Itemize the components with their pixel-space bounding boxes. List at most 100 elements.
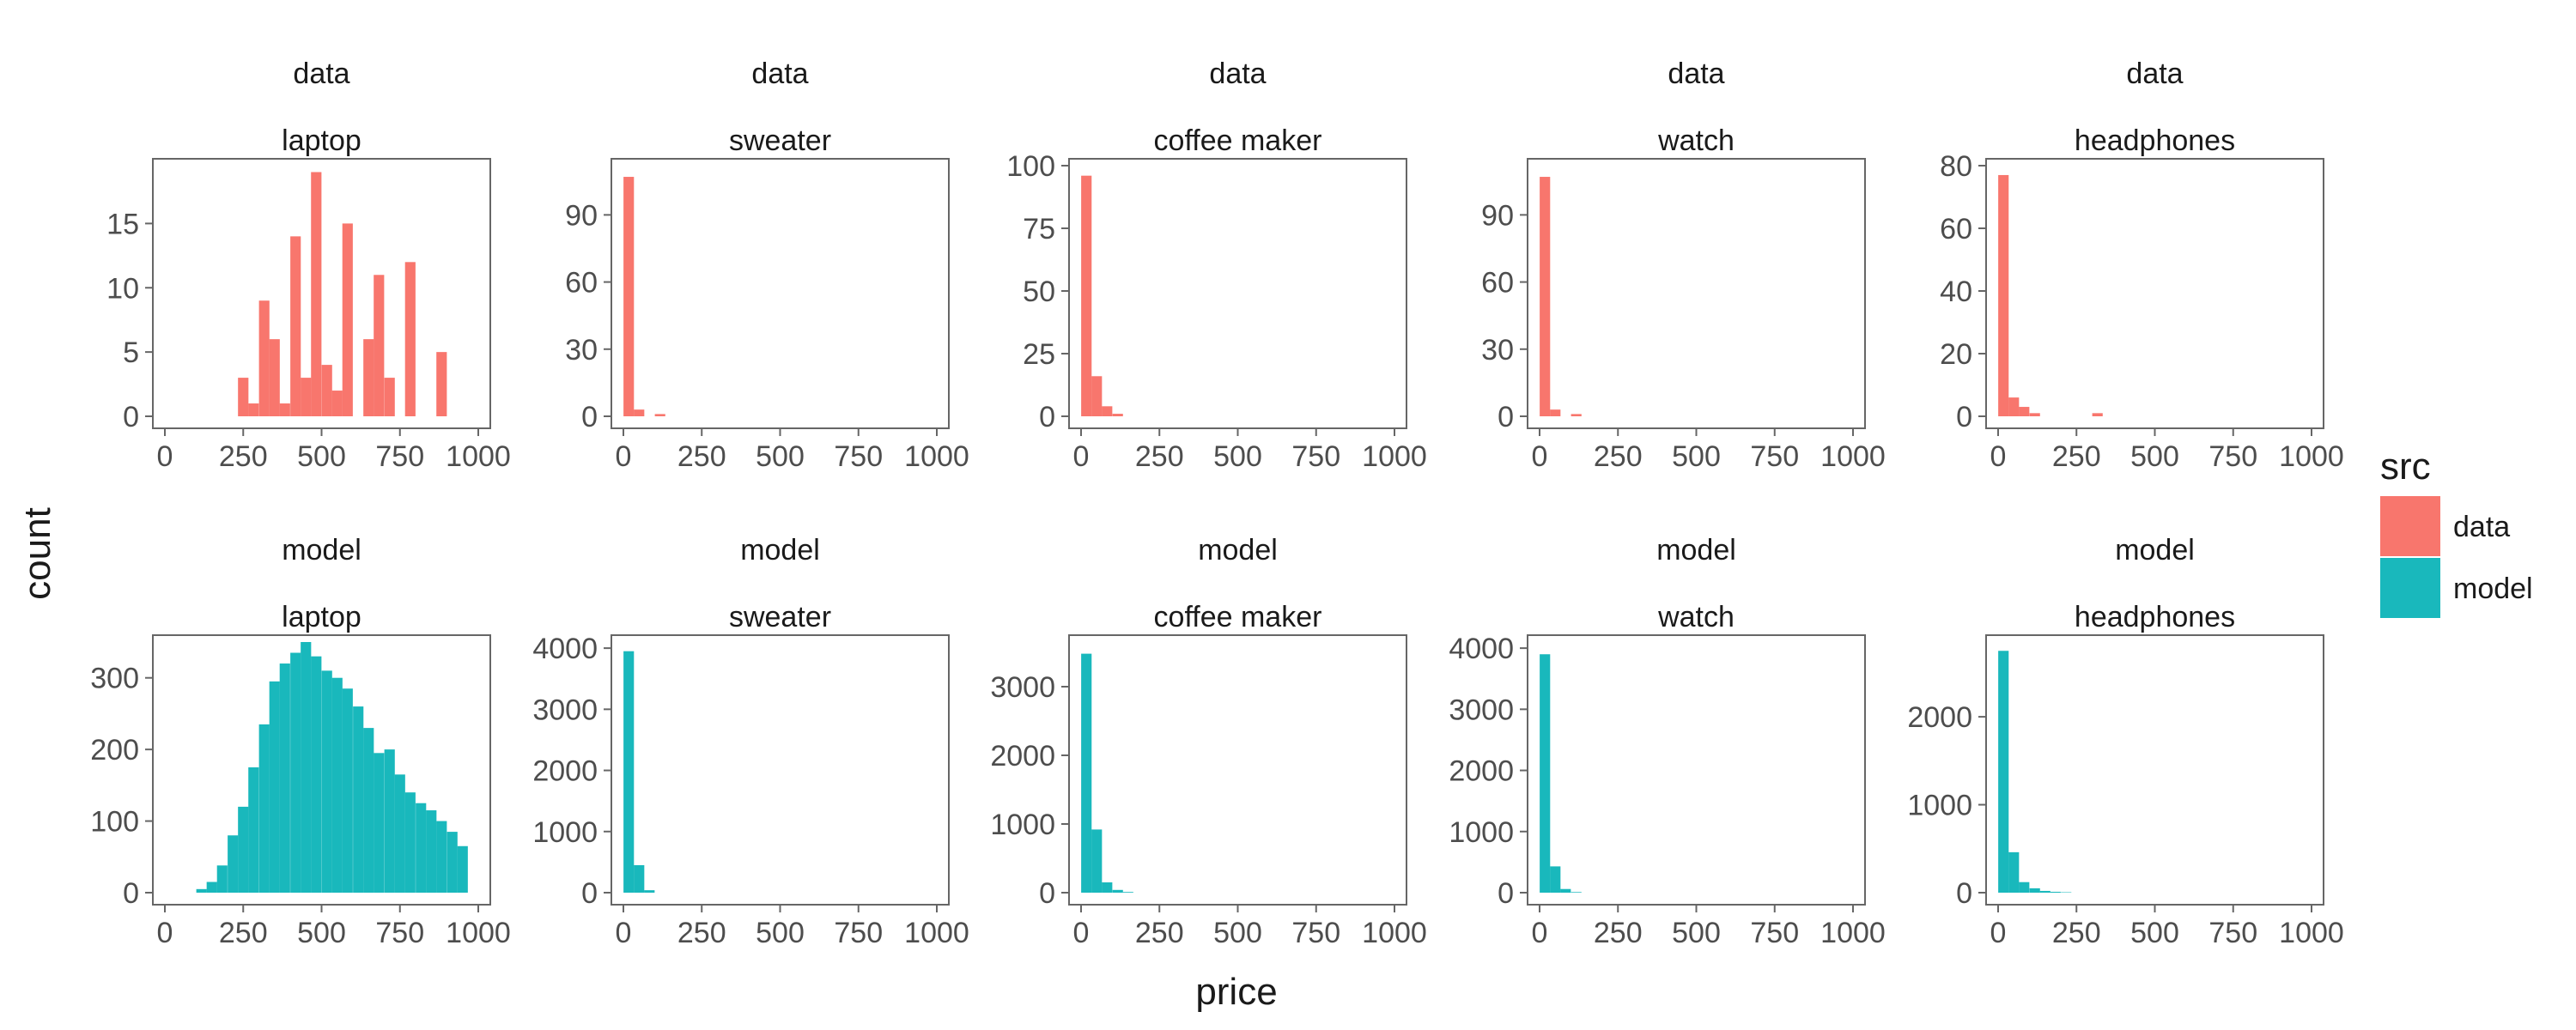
facet-col-label: sweater: [729, 124, 831, 157]
facet-col-label: coffee maker: [1154, 124, 1322, 157]
x-tick-label: 750: [375, 440, 424, 473]
panel-border: [611, 158, 950, 429]
y-tick-label: 75: [1023, 213, 1055, 245]
y-tick-label: 40: [1940, 276, 1972, 308]
histogram-bar: [1560, 888, 1571, 893]
facet-row-label: model: [2115, 534, 2195, 566]
y-tick-label: 1000: [990, 809, 1055, 841]
histogram-bar: [394, 774, 405, 893]
x-tick-label: 750: [1291, 917, 1340, 949]
y-tick-label: 1000: [1449, 816, 1514, 849]
facet-row-label: data: [2126, 58, 2183, 90]
histogram-bar: [1091, 829, 1103, 893]
x-tick-label: 0: [1990, 917, 2007, 949]
histogram-bar: [269, 339, 280, 416]
histogram-bar: [196, 888, 207, 893]
facet-col-label: coffee maker: [1154, 601, 1322, 633]
histogram-bar: [321, 670, 332, 893]
panel-border: [1527, 158, 1866, 429]
x-tick-label: 750: [2208, 917, 2257, 949]
y-tick-label: 0: [581, 877, 598, 910]
y-tick-label: 0: [1956, 401, 1972, 433]
histogram-bar: [2039, 890, 2050, 893]
y-tick-label: 60: [1940, 213, 1972, 245]
x-tick-label: 250: [1135, 917, 1184, 949]
facet-row-label: model: [1656, 534, 1736, 566]
panel-model-sweater: model sweater 0 250 500 750 1000 0 1000 2000 3000 4…: [532, 534, 969, 949]
histogram-bar: [2019, 882, 2030, 893]
x-tick-label: 0: [1532, 917, 1548, 949]
y-tick-label: 4000: [1449, 633, 1514, 665]
panel-border: [1068, 158, 1407, 429]
x-tick-label: 0: [1990, 440, 2007, 473]
histogram-bar: [342, 223, 353, 416]
histogram-bar: [2092, 413, 2103, 416]
x-tick-label: 250: [2052, 440, 2101, 473]
x-tick-label: 1000: [1362, 917, 1427, 949]
histogram-bar: [301, 378, 312, 416]
panel-border: [1068, 634, 1407, 906]
histogram-bar: [1102, 882, 1113, 893]
histogram-bar: [363, 728, 374, 893]
y-tick-label: 2000: [1907, 701, 1972, 734]
facet-col-label: headphones: [2075, 124, 2235, 157]
facet-row-label: data: [293, 58, 349, 90]
panel-model-coffee-maker: model coffee maker 0 250 500 750 1000 0 1000 2000…: [990, 534, 1426, 949]
facet-row-label: model: [740, 534, 820, 566]
histogram-bar: [1122, 892, 1133, 893]
legend-items: data model: [2380, 496, 2533, 618]
x-tick-label: 500: [297, 917, 346, 949]
panel-data-headphones: data headphones 0 250 500 750 1000 0 20 40 60 80: [1940, 58, 2344, 473]
histogram-bar: [436, 352, 447, 416]
histogram-bar: [311, 656, 322, 893]
y-tick-label: 1000: [1907, 790, 1972, 822]
histogram-bar: [269, 681, 280, 893]
histogram-bar: [2029, 888, 2040, 893]
histogram-bar: [238, 378, 249, 416]
y-tick-label: 3000: [1449, 694, 1514, 726]
x-tick-label: 750: [834, 917, 883, 949]
x-tick-label: 1000: [2279, 440, 2344, 473]
facet-col-label: watch: [1657, 601, 1735, 633]
histogram-bar: [238, 806, 249, 893]
x-tick-label: 1000: [1820, 440, 1886, 473]
x-tick-label: 750: [1291, 440, 1340, 473]
legend-swatch: [2380, 558, 2440, 618]
histogram-bar: [206, 882, 217, 893]
histogram-bar: [290, 236, 301, 416]
y-tick-label: 1000: [532, 816, 598, 849]
y-tick-label: 25: [1023, 338, 1055, 371]
x-tick-label: 1000: [446, 440, 511, 473]
histogram-bar: [216, 865, 228, 893]
histogram-bar: [2061, 892, 2072, 893]
y-tick-label: 300: [90, 663, 139, 695]
x-axis-title: price: [1195, 971, 1277, 1013]
histogram-bar: [248, 403, 259, 416]
histogram-bar: [279, 403, 290, 416]
histogram-bar: [404, 792, 416, 893]
histogram-bar: [404, 262, 416, 416]
y-tick-label: 0: [581, 401, 598, 433]
histogram-bar: [353, 706, 364, 893]
histogram-bar: [436, 821, 447, 893]
x-tick-label: 750: [2208, 440, 2257, 473]
y-tick-label: 2000: [1449, 755, 1514, 788]
x-tick-label: 1000: [446, 917, 511, 949]
histogram-bar: [634, 409, 645, 416]
x-tick-label: 250: [2052, 917, 2101, 949]
y-tick-label: 90: [565, 199, 598, 232]
legend-swatch: [2380, 496, 2440, 556]
x-tick-label: 500: [1213, 440, 1262, 473]
y-tick-label: 100: [1006, 150, 1055, 183]
histogram-bar: [447, 832, 458, 893]
histogram-bar: [384, 378, 395, 416]
histogram-bar: [258, 300, 270, 416]
histogram-bar: [2008, 397, 2020, 416]
histogram-bar: [2008, 851, 2020, 893]
x-tick-label: 750: [834, 440, 883, 473]
histogram-bar: [1540, 177, 1551, 417]
y-tick-label: 30: [565, 334, 598, 367]
histogram-bar: [342, 688, 353, 893]
y-tick-label: 10: [106, 272, 139, 305]
